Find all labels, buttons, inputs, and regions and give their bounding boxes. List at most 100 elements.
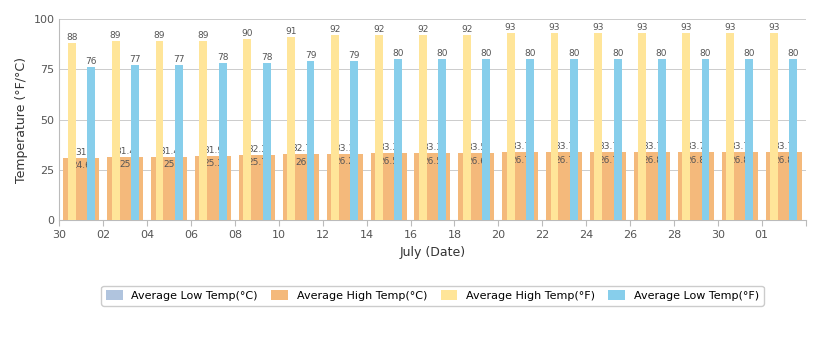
Text: 89: 89 bbox=[198, 31, 209, 40]
Text: 33.5: 33.5 bbox=[466, 143, 486, 152]
Bar bbox=[458, 167, 495, 220]
Bar bbox=[219, 63, 227, 220]
Text: 78: 78 bbox=[217, 53, 228, 62]
Bar bbox=[570, 59, 578, 220]
Text: 79: 79 bbox=[349, 51, 360, 60]
Text: 80: 80 bbox=[744, 49, 755, 58]
Bar bbox=[371, 153, 407, 220]
Text: 93: 93 bbox=[593, 23, 604, 32]
Text: 26.8: 26.8 bbox=[774, 156, 793, 165]
Bar bbox=[419, 35, 427, 220]
Text: 80: 80 bbox=[393, 49, 404, 58]
Bar bbox=[331, 35, 339, 220]
Text: 93: 93 bbox=[769, 23, 779, 32]
Bar bbox=[701, 59, 710, 220]
Text: 25: 25 bbox=[164, 160, 175, 169]
Bar bbox=[634, 166, 670, 220]
Bar bbox=[546, 167, 582, 220]
Text: 91: 91 bbox=[286, 27, 297, 36]
Bar bbox=[239, 155, 275, 220]
Bar bbox=[195, 169, 231, 220]
Text: 33.7: 33.7 bbox=[554, 142, 574, 151]
Text: 25.7: 25.7 bbox=[247, 159, 267, 167]
Bar bbox=[613, 59, 622, 220]
Text: 89: 89 bbox=[154, 31, 165, 40]
Bar bbox=[506, 33, 515, 220]
Text: 80: 80 bbox=[525, 49, 535, 58]
Bar bbox=[371, 167, 407, 220]
Y-axis label: Temperature (°F/°C): Temperature (°F/°C) bbox=[15, 56, 28, 182]
Text: 89: 89 bbox=[110, 31, 121, 40]
Bar bbox=[546, 152, 582, 220]
Text: 26.7: 26.7 bbox=[510, 156, 530, 165]
Text: 33.3: 33.3 bbox=[378, 143, 398, 152]
Bar bbox=[375, 35, 383, 220]
Bar bbox=[327, 153, 363, 220]
Text: 26.5: 26.5 bbox=[378, 157, 398, 166]
Text: 79: 79 bbox=[305, 51, 316, 60]
Bar bbox=[745, 59, 754, 220]
Text: 31.9: 31.9 bbox=[203, 146, 223, 155]
Bar bbox=[657, 59, 666, 220]
Text: 33.7: 33.7 bbox=[774, 142, 793, 151]
Bar bbox=[155, 41, 164, 220]
Text: 33.1: 33.1 bbox=[334, 143, 354, 152]
Text: 26.5: 26.5 bbox=[422, 157, 442, 166]
Bar bbox=[283, 168, 319, 220]
Bar bbox=[68, 43, 76, 220]
Text: 26.8: 26.8 bbox=[730, 156, 749, 165]
Bar bbox=[458, 153, 495, 220]
Bar bbox=[243, 39, 251, 220]
Text: 31.4: 31.4 bbox=[115, 147, 135, 156]
Text: 88: 88 bbox=[66, 33, 77, 42]
Bar bbox=[634, 152, 670, 220]
Bar bbox=[87, 67, 95, 220]
Bar bbox=[770, 33, 778, 220]
Text: 32.7: 32.7 bbox=[290, 144, 310, 153]
Bar bbox=[195, 156, 231, 220]
Bar bbox=[131, 65, 139, 220]
Text: 31: 31 bbox=[76, 148, 87, 157]
Bar bbox=[482, 59, 490, 220]
Text: 77: 77 bbox=[129, 55, 140, 64]
Bar bbox=[765, 166, 802, 220]
Bar bbox=[678, 152, 714, 220]
Text: 33.3: 33.3 bbox=[422, 143, 442, 152]
Legend: Average Low Temp(°C), Average High Temp(°C), Average High Temp(°F), Average Low : Average Low Temp(°C), Average High Temp(… bbox=[101, 286, 764, 306]
Bar bbox=[287, 37, 295, 220]
Text: 25.3: 25.3 bbox=[203, 159, 223, 168]
Bar bbox=[239, 168, 275, 220]
Bar bbox=[590, 152, 626, 220]
Text: 93: 93 bbox=[505, 23, 516, 32]
Text: 93: 93 bbox=[725, 23, 736, 32]
Text: 93: 93 bbox=[637, 23, 648, 32]
Bar bbox=[594, 33, 603, 220]
Bar bbox=[63, 171, 100, 220]
Text: 77: 77 bbox=[173, 55, 184, 64]
Text: 80: 80 bbox=[656, 49, 667, 58]
Text: 92: 92 bbox=[374, 25, 384, 34]
Bar bbox=[151, 157, 187, 220]
Text: 26.6: 26.6 bbox=[466, 157, 486, 165]
Text: 92: 92 bbox=[461, 25, 472, 34]
Bar bbox=[107, 170, 144, 220]
Text: 76: 76 bbox=[85, 57, 97, 66]
Bar bbox=[107, 157, 144, 220]
Text: 93: 93 bbox=[681, 23, 692, 32]
Bar bbox=[789, 59, 798, 220]
Text: 31.4: 31.4 bbox=[159, 147, 179, 156]
Bar bbox=[63, 158, 100, 220]
Bar bbox=[765, 152, 802, 220]
Bar bbox=[526, 59, 534, 220]
Bar bbox=[262, 63, 271, 220]
Bar bbox=[463, 35, 471, 220]
Bar bbox=[414, 153, 451, 220]
Text: 33.7: 33.7 bbox=[598, 142, 618, 151]
Text: 33.7: 33.7 bbox=[686, 142, 706, 151]
Bar bbox=[502, 152, 539, 220]
Bar bbox=[438, 59, 446, 220]
Bar bbox=[682, 33, 690, 220]
Text: 26.8: 26.8 bbox=[642, 156, 662, 165]
Bar bbox=[502, 167, 539, 220]
Text: 80: 80 bbox=[568, 49, 579, 58]
